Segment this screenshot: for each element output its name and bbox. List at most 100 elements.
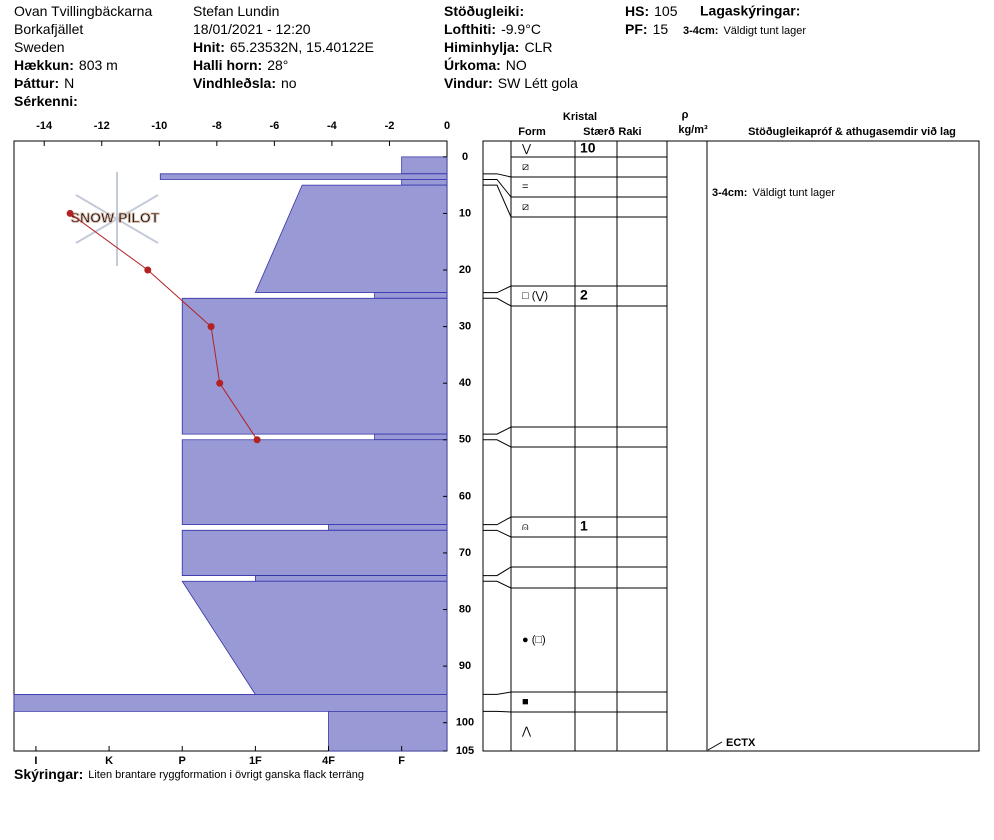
crystal-form: ■ — [522, 696, 529, 708]
y-tick-label: 30 — [459, 321, 471, 333]
hardness-layer — [181, 529, 448, 576]
label: Lofthiti: — [444, 21, 496, 37]
header-field: Ovan Tvillingbäckarna — [14, 3, 152, 19]
layer-connector — [483, 426, 512, 435]
hardness-layer — [159, 173, 448, 180]
y-tick-label: 10 — [459, 207, 471, 219]
header-field: Borkafjället — [14, 21, 83, 37]
hardness-layer — [254, 575, 448, 582]
temperature-point — [253, 436, 261, 444]
table-header: Stöðugleikapróf & athugasemdir við lag — [748, 126, 956, 138]
label: Vindhleðsla: — [193, 75, 276, 91]
hardness-tick-label: 4F — [322, 755, 335, 767]
x-tick-label: -2 — [385, 120, 395, 132]
label: HS: — [625, 3, 649, 19]
hardness-tick-label: F — [398, 755, 405, 767]
crystal-size: 10 — [580, 140, 596, 156]
value: Väldigt tunt lager — [752, 187, 835, 199]
hardness-layer — [181, 297, 448, 435]
header-field: Úrkoma: NO — [444, 56, 527, 73]
header-field: Stöðugleiki: — [444, 3, 524, 19]
label: Hnit: — [193, 39, 225, 55]
hardness-layer — [13, 694, 448, 712]
crystal-form: ⋁ — [521, 143, 532, 155]
crystal-form: ⧄ — [522, 161, 529, 173]
hardness-tick-label: P — [179, 755, 186, 767]
text: Borkafjället — [14, 21, 83, 37]
layer-notes-title: Lagaskýringar: — [700, 3, 800, 19]
value: 15 — [653, 21, 669, 37]
crystal-form: ⍝ — [522, 521, 529, 533]
temperature-point — [207, 323, 215, 331]
table-header: Stærð — [583, 126, 615, 138]
y-tick-label: 100 — [456, 717, 474, 729]
value: SW Létt gola — [498, 75, 578, 91]
crystal-form: ⧄ — [522, 201, 529, 213]
layer-connector — [483, 178, 512, 198]
header-field: Sérkenni: — [14, 93, 78, 109]
x-tick-label: -8 — [212, 120, 222, 132]
watermark: SNOW PILOT — [71, 210, 160, 226]
layer-connector — [483, 285, 512, 294]
hardness-tick-label: 1F — [249, 755, 262, 767]
hardness-tick-label: I — [34, 755, 37, 767]
hardness-layer — [254, 184, 448, 294]
x-tick-label: -10 — [151, 120, 167, 132]
hardness-layer — [181, 580, 448, 695]
y-tick-label: 70 — [459, 547, 471, 559]
layer-connector — [483, 297, 512, 307]
hardness-layer — [328, 710, 448, 752]
y-tick-label: 90 — [459, 660, 471, 672]
stability-test: ECTX — [726, 737, 756, 749]
label: 3-4cm: — [712, 187, 747, 199]
layer-comment: 3-4cm: Väldigt tunt lager — [712, 187, 835, 199]
table-header: kg/m³ — [678, 124, 708, 136]
x-tick-label: 0 — [444, 120, 450, 132]
label: PF: — [625, 21, 648, 37]
crystal-form: ⋀ — [521, 725, 532, 737]
temperature-point — [216, 379, 224, 387]
value: 105 — [654, 3, 678, 19]
y-tick-label: 20 — [459, 264, 471, 276]
header-field: Þáttur: N — [14, 75, 74, 91]
header-field: Himinhylja: CLR — [444, 39, 552, 55]
hardness-layer — [374, 433, 448, 441]
header-field: 18/01/2021 - 12:20 — [193, 21, 311, 37]
table-header: Kristal — [563, 111, 597, 123]
label: 3-4cm: — [683, 25, 718, 37]
x-tick-label: -12 — [94, 120, 110, 132]
value: no — [281, 75, 297, 91]
table-header: ρ — [682, 109, 689, 121]
hardness-layer — [374, 292, 448, 299]
y-tick-label: 40 — [459, 377, 471, 389]
temperature-point — [66, 209, 74, 217]
text: Ovan Tvillingbäckarna — [14, 3, 152, 19]
y-tick-label: 60 — [459, 490, 471, 502]
header-field: Vindhleðsla: no — [193, 75, 297, 91]
test-arrow — [707, 741, 723, 751]
layer-note: 3-4cm: Väldigt tunt lager — [683, 25, 806, 37]
value: CLR — [524, 39, 552, 55]
y-tick-label: 50 — [459, 434, 471, 446]
crystal-size: 1 — [580, 518, 588, 534]
text: Sweden — [14, 39, 65, 55]
hardness-layer — [401, 179, 448, 186]
text: Stefan Lundin — [193, 3, 279, 19]
hardness-layer — [328, 524, 448, 531]
footer-note: Skýringar: Liten brantare ryggformation i… — [14, 766, 364, 782]
value: N — [64, 75, 74, 91]
header-field: Stefan Lundin — [193, 3, 279, 19]
header-field: Vindur: SW Létt gola — [444, 75, 578, 91]
table-header: Raki — [618, 126, 641, 138]
temperature-point — [144, 266, 152, 274]
x-tick-label: -14 — [36, 120, 53, 132]
header-field: Hnit: 65.23532N, 15.40122E — [193, 39, 374, 55]
label: Stöðugleiki: — [444, 3, 524, 19]
hardness-layer — [181, 439, 448, 526]
header-field: HS: 105 — [625, 3, 678, 19]
x-tick-label: -6 — [269, 120, 279, 132]
header-field: PF: 15 — [625, 21, 668, 37]
value: -9.9°C — [501, 21, 541, 37]
hardness-tick-label: K — [105, 755, 113, 767]
